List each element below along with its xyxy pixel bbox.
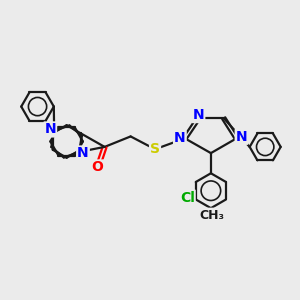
- Text: Cl: Cl: [180, 190, 195, 205]
- Text: N: N: [193, 108, 204, 122]
- Text: N: N: [236, 130, 247, 144]
- Text: CH₃: CH₃: [199, 209, 224, 222]
- Text: N: N: [77, 146, 89, 161]
- Text: N: N: [174, 131, 186, 146]
- Text: N: N: [44, 122, 56, 136]
- Text: S: S: [150, 142, 160, 156]
- Text: O: O: [92, 160, 103, 175]
